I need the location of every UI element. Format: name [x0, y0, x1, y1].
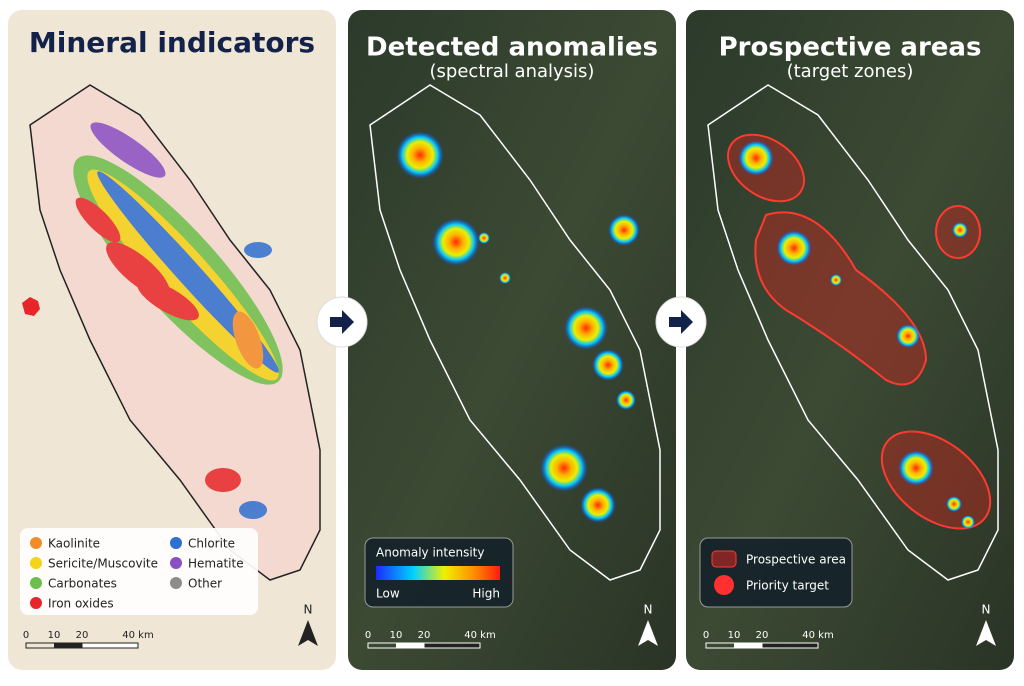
legend-label: Carbonates — [48, 577, 117, 591]
legend-swatch — [170, 537, 182, 549]
legend-low: Low — [376, 587, 400, 601]
scale-label: 40 km — [464, 630, 495, 641]
scale-label: 20 — [418, 630, 431, 641]
color-ramp — [376, 566, 500, 580]
scale-segment — [81, 642, 139, 649]
panel-prospective: Prospective areas (target zones) Prospec… — [686, 10, 1014, 670]
legend-box — [699, 537, 853, 608]
legend-title: Anomaly intensity — [376, 546, 484, 560]
scale-label: 40 km — [802, 630, 833, 641]
outlier-zone — [22, 297, 40, 316]
scale-bar: 0 10 20 40 km — [23, 630, 154, 649]
panel-minerals: Mineral indicators Kaolinite Sericite/Mus… — [8, 10, 336, 670]
legend-label: Priority target — [746, 579, 829, 593]
panel-title: Mineral indicators — [29, 26, 315, 59]
scale-segment — [423, 642, 481, 649]
north-label: N — [982, 603, 991, 617]
scale-label: 20 — [756, 630, 769, 641]
north-arrow-shape — [298, 620, 318, 646]
north-arrow: N — [638, 603, 658, 646]
scale-bar: 0 10 20 40 km — [365, 630, 496, 649]
north-arrow: N — [976, 603, 996, 646]
anomaly-hotspots — [396, 131, 640, 523]
legend-swatch — [714, 575, 734, 595]
scale-label: 40 km — [122, 630, 153, 641]
scale-segment — [54, 643, 82, 648]
legend-swatch — [170, 557, 182, 569]
scale-label: 10 — [390, 630, 403, 641]
scale-segment — [761, 642, 819, 649]
north-arrow-shape — [976, 620, 996, 646]
legend-high: High — [472, 587, 500, 601]
north-arrow-shape — [638, 620, 658, 646]
panel-title: Prospective areas — [719, 33, 982, 63]
scale-label: 0 — [365, 630, 371, 641]
scale-label: 20 — [76, 630, 89, 641]
north-label: N — [644, 603, 653, 617]
mineral-zones — [73, 122, 283, 519]
scale-bar: 0 10 20 40 km — [703, 630, 834, 649]
scale-label: 0 — [23, 630, 29, 641]
scale-segment — [734, 643, 762, 648]
panel-anomalies: Detected anomalies (spectral analysis) A… — [348, 10, 676, 670]
legend-label: Hematite — [188, 557, 244, 571]
scale-label: 0 — [703, 630, 709, 641]
scale-label: 10 — [48, 630, 61, 641]
panel-bg — [686, 10, 1014, 670]
legend-label: Prospective area — [746, 553, 846, 567]
legend-swatch — [30, 597, 42, 609]
legend-label: Iron oxides — [48, 597, 114, 611]
legend-swatch — [170, 577, 182, 589]
legend-label: Sericite/Muscovite — [48, 557, 158, 571]
legend-label: Kaolinite — [48, 537, 100, 551]
flow-arrow — [655, 296, 707, 348]
north-arrow: N — [298, 603, 318, 646]
legend-label: Other — [188, 577, 222, 591]
legend-swatch — [30, 537, 42, 549]
panel-subtitle: (spectral analysis) — [430, 61, 595, 82]
legend-swatch — [30, 557, 42, 569]
panel-title: Detected anomalies — [366, 33, 658, 63]
flow-arrow — [316, 296, 368, 348]
legend-box — [20, 528, 258, 615]
legend: Kaolinite Sericite/Muscovite Carbonates Iro… — [30, 537, 244, 611]
priority-targets — [738, 140, 975, 529]
legend-swatch — [711, 550, 737, 568]
north-label: N — [304, 603, 313, 617]
scale-segment — [396, 643, 424, 648]
legend-swatch — [30, 577, 42, 589]
legend-label: Chlorite — [188, 537, 235, 551]
panel-subtitle: (target zones) — [787, 61, 914, 82]
scale-label: 10 — [728, 630, 741, 641]
